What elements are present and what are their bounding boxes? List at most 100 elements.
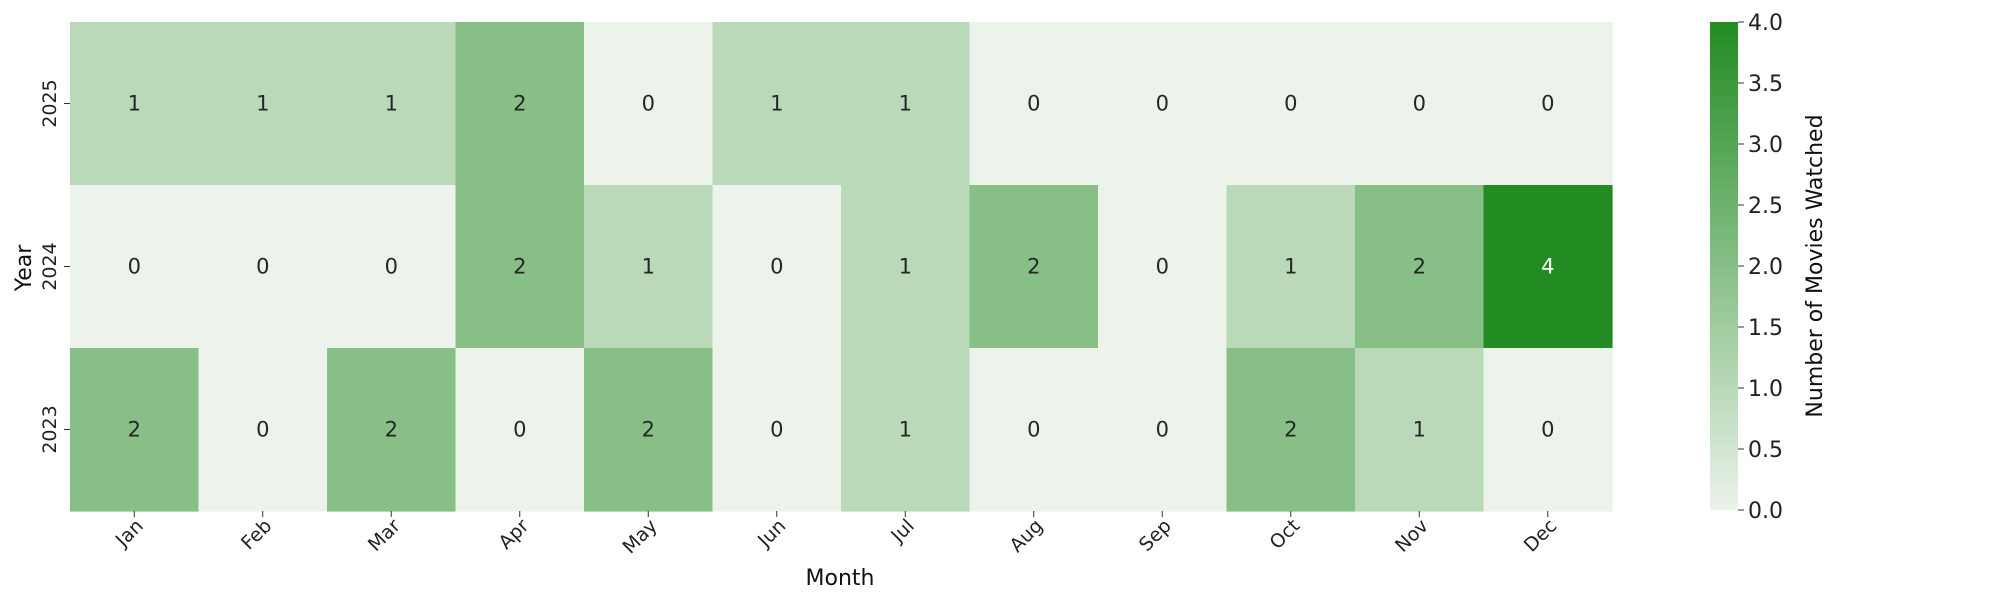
x-tick-label-mar: Mar <box>364 515 405 556</box>
cell-value-label: 2 <box>128 418 141 442</box>
cell-value-label: 1 <box>128 92 141 116</box>
heatmap-cell-2023-Sep <box>1098 348 1228 512</box>
heatmap-cell-2023-Apr <box>455 348 585 512</box>
cell-value-label: 0 <box>1541 92 1554 116</box>
heatmap-cell-2024-Feb <box>198 185 328 349</box>
heatmap-cell-2023-Feb <box>198 348 328 512</box>
cell-value-label: 2 <box>513 92 526 116</box>
colorbar-tick-label: 4.0 <box>1748 11 1783 36</box>
heatmap-cell-2025-Aug <box>969 22 1099 186</box>
cell-value-label: 1 <box>1284 255 1297 279</box>
cell-value-label: 0 <box>256 255 269 279</box>
cell-value-label: 1 <box>770 92 783 116</box>
x-tick-label-jul: Jul <box>886 515 918 547</box>
heatmap-cell-2024-Oct <box>1226 185 1356 349</box>
heatmap-cell-2023-Dec <box>1483 348 1613 512</box>
cell-value-label: 4 <box>1541 255 1554 279</box>
cell-value-label: 0 <box>256 418 269 442</box>
cell-value-label: 0 <box>1156 255 1169 279</box>
heatmap-cell-2025-Sep <box>1098 22 1228 186</box>
colorbar <box>1710 22 1738 510</box>
x-tick-label-nov: Nov <box>1391 515 1433 557</box>
heatmap-cell-2023-Nov <box>1355 348 1485 512</box>
colorbar-tick-label: 3.0 <box>1748 133 1783 158</box>
y-axis-title: Year <box>12 244 37 293</box>
heatmap-cell-2023-Jan <box>70 348 200 512</box>
x-tick-label-sep: Sep <box>1135 515 1176 556</box>
cell-value-label: 2 <box>1413 255 1426 279</box>
cell-value-label: 1 <box>899 255 912 279</box>
cell-value-label: 0 <box>128 255 141 279</box>
cell-value-label: 2 <box>1027 255 1040 279</box>
heatmap-cell-2025-Jul <box>841 22 971 186</box>
heatmap-cells <box>70 22 1613 512</box>
cell-value-label: 0 <box>1284 92 1297 116</box>
cell-value-label: 0 <box>1413 92 1426 116</box>
heatmap-cell-2025-Apr <box>455 22 585 186</box>
cell-value-label: 0 <box>770 255 783 279</box>
cell-value-label: 0 <box>1541 418 1554 442</box>
heatmap-cell-2024-Aug <box>969 185 1099 349</box>
colorbar-tick-label: 2.0 <box>1748 255 1783 280</box>
cell-value-label: 1 <box>899 418 912 442</box>
colorbar-tick-label: 3.5 <box>1748 72 1783 97</box>
heatmap-cell-2023-Aug <box>969 348 1099 512</box>
colorbar-ticks: 0.0 0.5 1.0 1.5 2.0 2.5 3.0 3.5 4.0 <box>1738 11 1783 524</box>
cell-value-label: 1 <box>256 92 269 116</box>
cell-value-label: 1 <box>642 255 655 279</box>
colorbar-tick-label: 1.0 <box>1748 377 1783 402</box>
y-axis-ticks: 2025 2024 2023 <box>39 79 70 454</box>
heatmap-cell-2025-Feb <box>198 22 328 186</box>
heatmap-cell-2024-May <box>584 185 714 349</box>
cell-value-label: 2 <box>642 418 655 442</box>
heatmap-cell-2025-May <box>584 22 714 186</box>
cell-value-label: 0 <box>1156 92 1169 116</box>
x-tick-label-apr: Apr <box>494 515 533 554</box>
cell-value-label: 2 <box>513 255 526 279</box>
cell-value-label: 0 <box>770 418 783 442</box>
heatmap-cell-2023-Jun <box>712 348 842 512</box>
x-tick-label-oct: Oct <box>1265 515 1304 554</box>
x-tick-label-feb: Feb <box>237 515 276 554</box>
x-axis-ticks: Jan Feb Mar Apr May Jun Jul Aug Sep Oct Nov Dec <box>111 511 1561 558</box>
heatmap-cell-2024-Dec <box>1483 185 1613 349</box>
heatmap-cell-2025-Jun <box>712 22 842 186</box>
cell-value-label: 2 <box>385 418 398 442</box>
colorbar-tick-label: 1.5 <box>1748 316 1783 341</box>
x-tick-label-may: May <box>618 515 661 558</box>
cell-value-label: 0 <box>513 418 526 442</box>
heatmap-cell-2025-Dec <box>1483 22 1613 186</box>
heatmap-cell-2023-Jul <box>841 348 971 512</box>
colorbar-tick-label: 2.5 <box>1748 194 1783 219</box>
x-tick-label-dec: Dec <box>1520 515 1562 557</box>
heatmap-cell-2023-May <box>584 348 714 512</box>
cell-value-label: 1 <box>1413 418 1426 442</box>
y-tick-label-2024: 2024 <box>39 242 61 290</box>
x-axis-title: Month <box>806 566 875 591</box>
cell-value-label: 1 <box>385 92 398 116</box>
heatmap-cell-2024-Apr <box>455 185 585 349</box>
heatmap-cell-2024-Jul <box>841 185 971 349</box>
cell-value-label: 2 <box>1284 418 1297 442</box>
x-tick-label-jan: Jan <box>111 515 148 552</box>
heatmap-cell-2024-Nov <box>1355 185 1485 349</box>
heatmap-cell-2024-Jan <box>70 185 200 349</box>
heatmap-cell-2023-Oct <box>1226 348 1356 512</box>
colorbar-tick-label: 0.5 <box>1748 438 1783 463</box>
heatmap-cell-2024-Sep <box>1098 185 1228 349</box>
heatmap-cell-2023-Mar <box>327 348 457 512</box>
heatmap-cell-2025-Oct <box>1226 22 1356 186</box>
x-tick-label-jun: Jun <box>753 515 790 552</box>
cell-value-label: 0 <box>1027 92 1040 116</box>
cell-value-label: 0 <box>642 92 655 116</box>
colorbar-tick-label: 0.0 <box>1748 499 1783 524</box>
cell-value-label: 0 <box>1156 418 1169 442</box>
colorbar-label: Number of Movies Watched <box>1803 114 1828 417</box>
heatmap-cell-2025-Mar <box>327 22 457 186</box>
cell-value-label: 1 <box>899 92 912 116</box>
cell-value-label: 0 <box>1027 418 1040 442</box>
y-tick-label-2025: 2025 <box>39 79 61 127</box>
x-tick-label-aug: Aug <box>1005 515 1047 557</box>
heatmap-cell-labels: 1 1 1 2 0 1 1 0 0 0 0 0 0 0 0 2 1 0 1 2 0 1 2 4 2 0 2 0 2 0 1 0 0 2 1 0 <box>128 92 1555 442</box>
